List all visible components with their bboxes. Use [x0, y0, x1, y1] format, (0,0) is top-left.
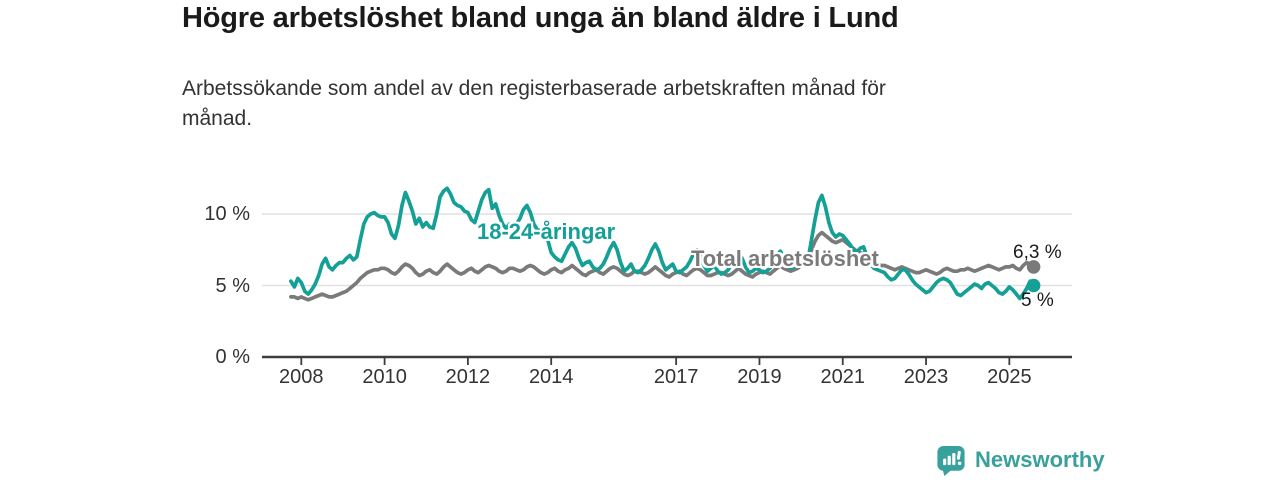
x-axis-tick-label: 2014	[528, 366, 574, 388]
x-axis-tick-label: 2017	[653, 366, 699, 388]
chart-subtitle-line: Arbetssökande som andel av den registerb…	[182, 77, 886, 100]
x-axis-tick-label: 2010	[362, 366, 407, 388]
brand-name: Newsworthy	[975, 447, 1105, 472]
y-axis-tick-label: 5 %	[215, 274, 250, 297]
x-axis-tick-label: 2012	[445, 366, 491, 388]
x-axis-tick-label: 2023	[903, 366, 949, 388]
x-axis-tick-label: 2025	[987, 366, 1032, 388]
y-axis-tick-label: 10 %	[204, 203, 250, 225]
end-value-label-total: 6,3 %	[1013, 242, 1062, 263]
end-value-label-youth: 5 %	[1021, 290, 1054, 311]
y-axis-tick-label: 0 %	[215, 346, 250, 368]
x-axis-tick-label: 2021	[820, 366, 865, 388]
chart-subtitle-line: månad.	[182, 107, 253, 130]
series-label-total: Total arbetslöshet	[691, 246, 879, 271]
bar-chart-speech-bubble-icon	[936, 444, 966, 476]
series-label-youth: 18-24-åringar	[477, 219, 616, 244]
newsworthy-logo: Newsworthy	[936, 444, 1105, 476]
chart-subtitle: Arbetssökande som andel av den registerb…	[182, 74, 886, 134]
chart-title: Högre arbetslöshet bland unga än bland ä…	[182, 2, 899, 34]
x-axis-tick-label: 2019	[737, 366, 782, 388]
x-axis-tick-label: 2008	[279, 366, 324, 388]
